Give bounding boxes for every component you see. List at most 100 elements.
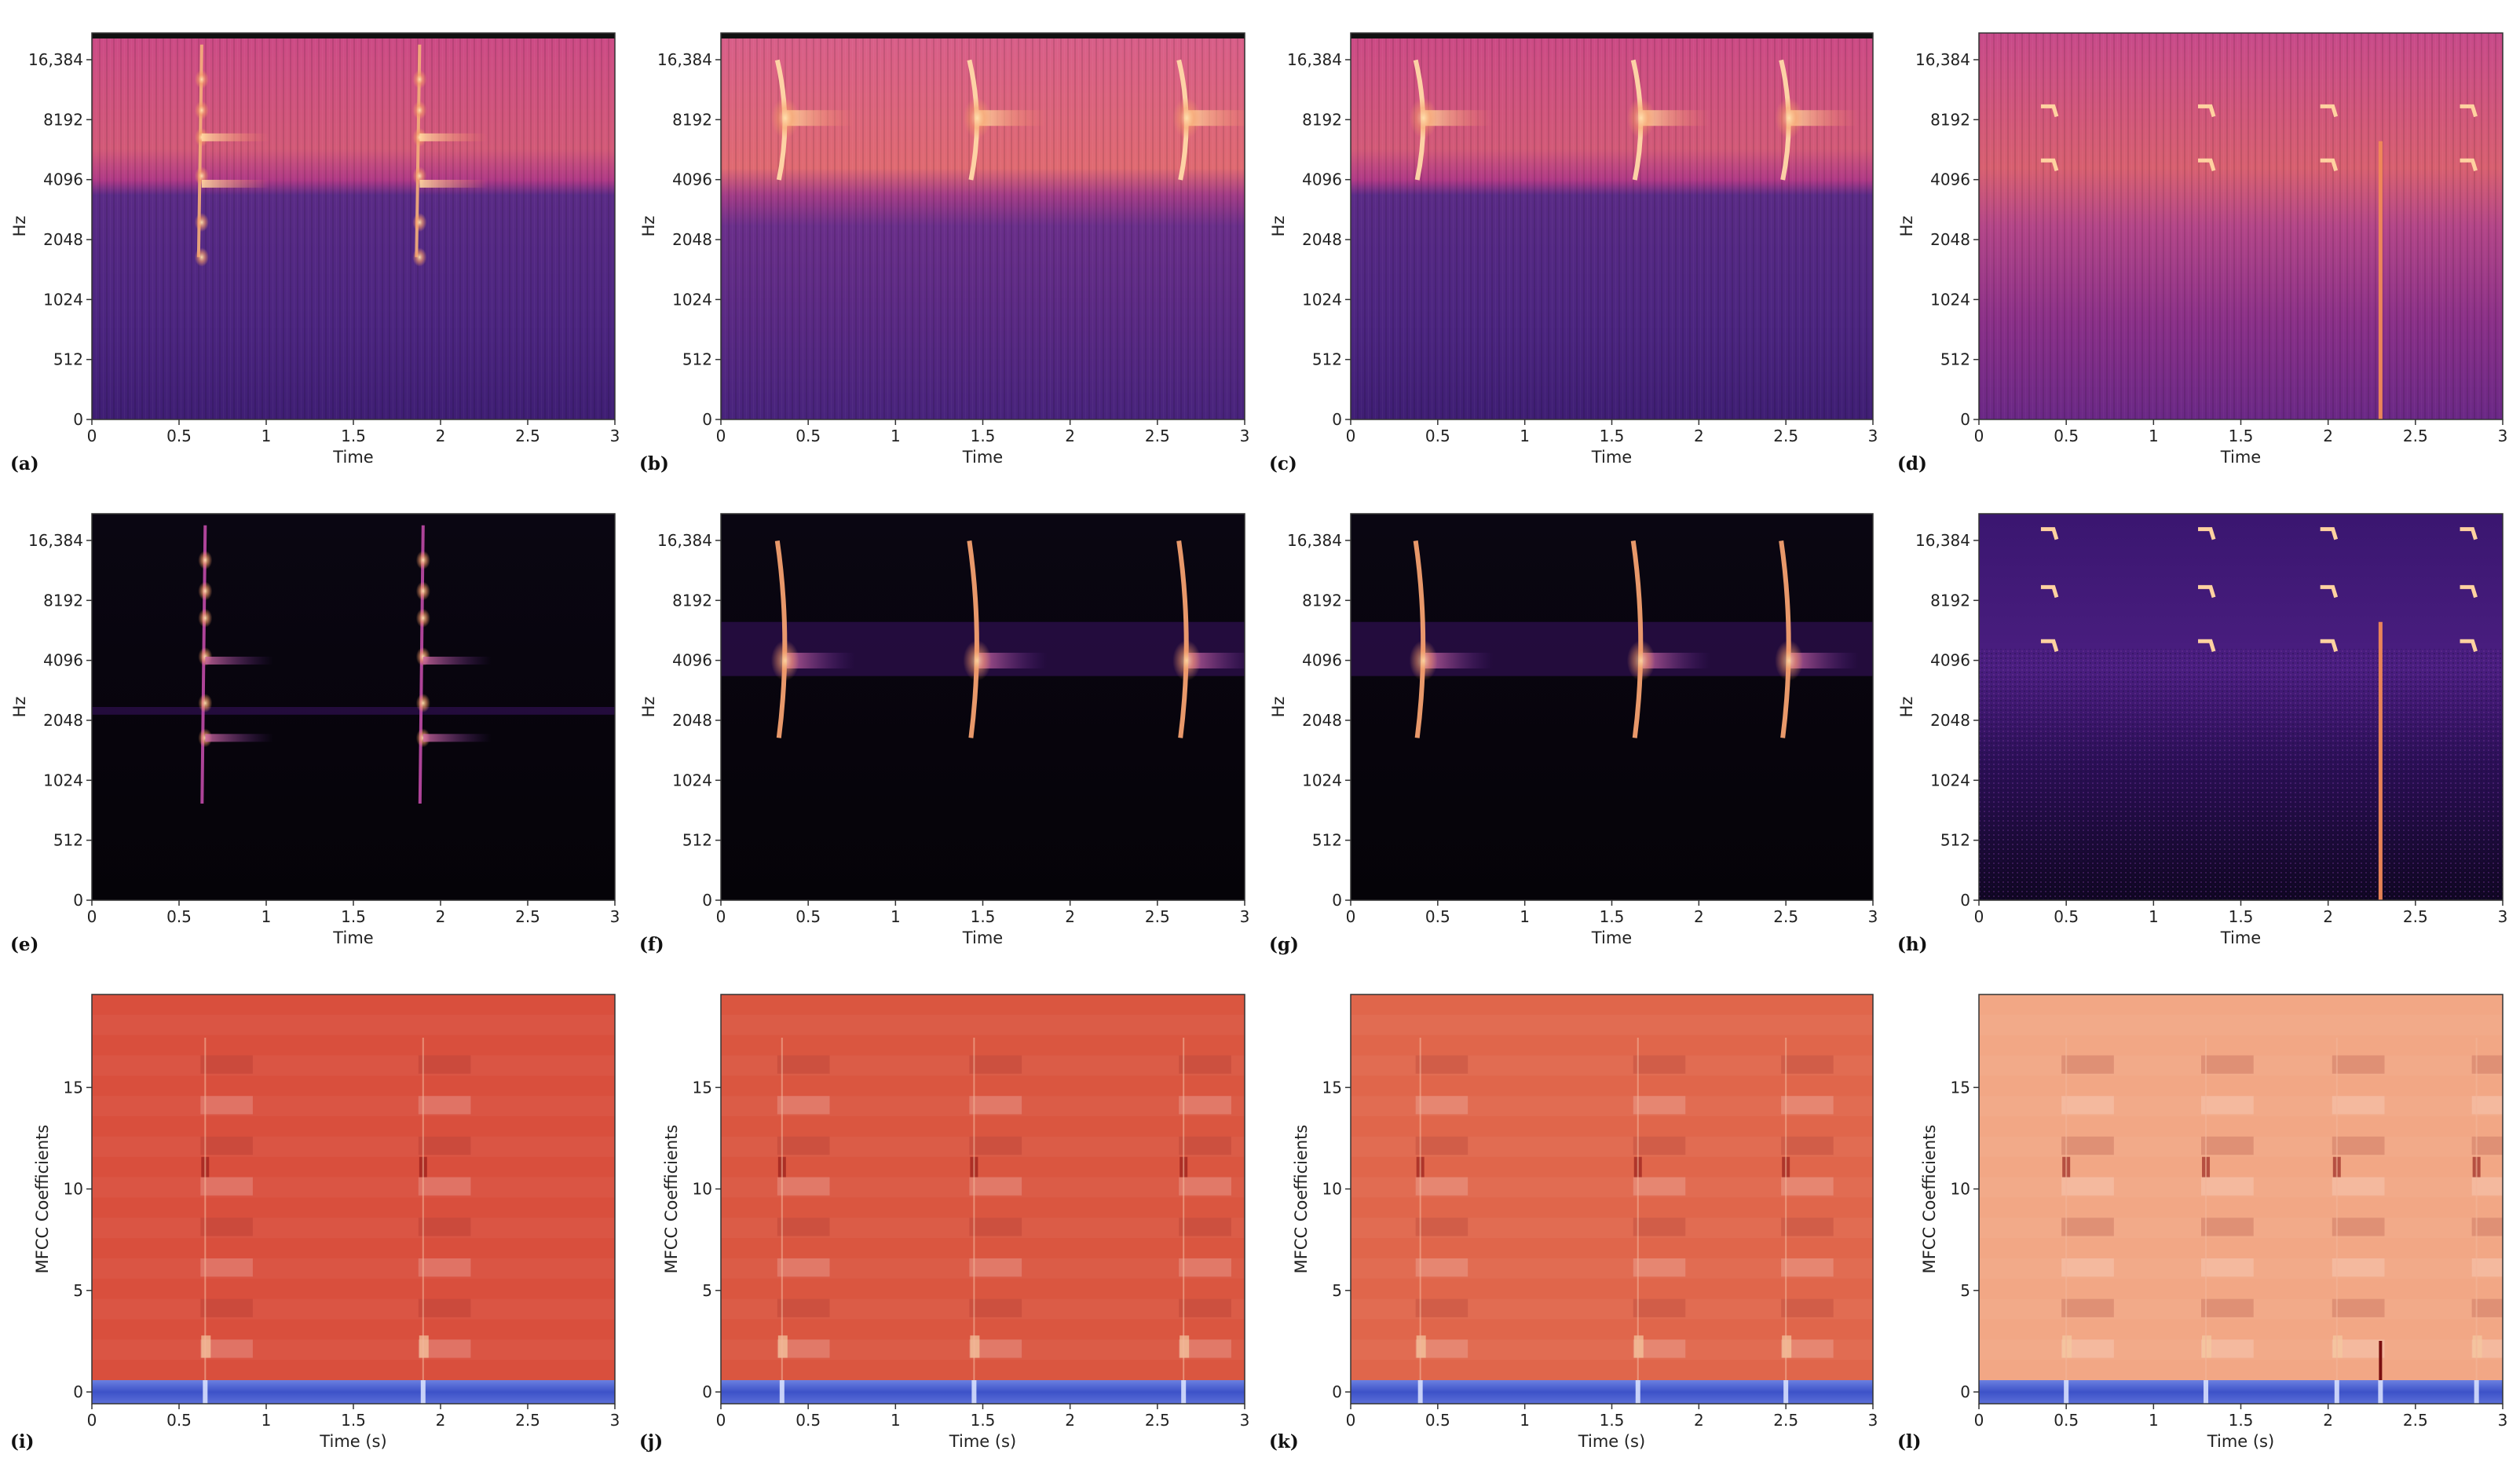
zero-strip-mark bbox=[1635, 1380, 1640, 1404]
x-axis-label: Time (s) bbox=[949, 1432, 1016, 1451]
coefficient-patch bbox=[200, 1339, 253, 1358]
x-tick-label: 0 bbox=[1974, 1411, 1984, 1430]
coefficient-patch bbox=[2332, 1177, 2385, 1196]
x-tick-label: 0.5 bbox=[166, 1411, 192, 1430]
panel-label: (g) bbox=[1269, 934, 1299, 955]
x-tick-label: 3 bbox=[610, 907, 620, 926]
y-tick-label: 5 bbox=[73, 1281, 83, 1300]
swoop-glow bbox=[1409, 97, 1438, 139]
call-event bbox=[1775, 540, 1859, 738]
x-tick-label: 1 bbox=[262, 427, 272, 445]
coefficient-patch bbox=[1179, 1055, 1231, 1074]
coefficient-patch bbox=[418, 1218, 471, 1236]
y-tick-label: 15 bbox=[693, 1078, 712, 1097]
coefficient-patch bbox=[2201, 1177, 2254, 1196]
x-tick-label: 0.5 bbox=[796, 427, 821, 445]
panel-label: (h) bbox=[1897, 934, 1928, 955]
y-tick-label: 16,384 bbox=[657, 531, 712, 550]
mfcc-event bbox=[200, 1038, 253, 1380]
panel-label: (f) bbox=[639, 934, 664, 955]
x-tick-label: 3 bbox=[1868, 907, 1878, 926]
coefficient-patch bbox=[1179, 1339, 1231, 1358]
coefficient-patch bbox=[1633, 1136, 1686, 1156]
x-tick-label: 2 bbox=[1065, 1411, 1075, 1430]
y-tick-label: 4096 bbox=[1302, 170, 1342, 189]
coefficient-patch bbox=[200, 1177, 253, 1196]
coefficient-patch bbox=[969, 1218, 1022, 1236]
coefficient-patch bbox=[1415, 1258, 1468, 1277]
x-tick-label: 3 bbox=[2498, 907, 2508, 926]
swoop-glow bbox=[1626, 97, 1655, 139]
harmonic-blob bbox=[194, 247, 209, 267]
call-event bbox=[2320, 527, 2339, 653]
x-tick-label: 0.5 bbox=[166, 427, 192, 445]
coefficient-patch bbox=[2471, 1136, 2503, 1156]
call-event bbox=[770, 59, 855, 181]
x-tick-label: 0 bbox=[716, 1411, 726, 1430]
y-tick-label: 512 bbox=[1312, 831, 1342, 850]
y-tick-label: 16,384 bbox=[1287, 50, 1342, 69]
coefficient-band bbox=[92, 1218, 615, 1239]
y-axis-label: MFCC Coefficients bbox=[33, 1125, 52, 1274]
noise-texture bbox=[92, 33, 615, 419]
swoop-glow bbox=[1626, 639, 1655, 681]
coefficient-patch bbox=[969, 1339, 1022, 1358]
coefficient-band bbox=[92, 1055, 615, 1076]
x-tick-label: 2 bbox=[436, 907, 446, 926]
note-mark bbox=[2460, 639, 2478, 653]
y-tick-label: 0 bbox=[1960, 891, 1970, 910]
y-axis-label: Hz bbox=[1269, 697, 1288, 718]
coefficient-patch bbox=[777, 1096, 830, 1115]
coefficient-patch bbox=[2061, 1177, 2114, 1196]
swoop-glow bbox=[1172, 97, 1201, 139]
coefficient-patch bbox=[2471, 1177, 2503, 1196]
mfcc-event bbox=[777, 1038, 830, 1380]
coefficient-patch bbox=[1415, 1055, 1468, 1074]
coefficient-patch bbox=[2201, 1298, 2254, 1317]
harmonic-blob bbox=[415, 551, 430, 570]
swoop-glow bbox=[1775, 639, 1804, 681]
coefficient-patch bbox=[1179, 1177, 1231, 1196]
coefficient-patch bbox=[969, 1298, 1022, 1317]
heatmap-area bbox=[721, 33, 1245, 419]
heatmap-area bbox=[1351, 514, 1873, 900]
y-tick-label: 512 bbox=[682, 350, 712, 369]
y-tick-label: 0 bbox=[1332, 891, 1342, 910]
coefficient-patch bbox=[418, 1258, 471, 1277]
y-tick-label: 15 bbox=[1322, 1078, 1342, 1097]
coefficient-patch bbox=[1415, 1177, 1468, 1196]
x-tick-label: 2.5 bbox=[2403, 1411, 2428, 1430]
coefficient-band bbox=[721, 1014, 1245, 1035]
panel-label: (e) bbox=[10, 934, 38, 955]
zero-strip-mark bbox=[1181, 1380, 1187, 1404]
y-tick-label: 1024 bbox=[1930, 290, 1970, 309]
coefficient-patch bbox=[418, 1177, 471, 1196]
panel-label: (k) bbox=[1269, 1431, 1299, 1452]
coefficient-band bbox=[92, 1096, 615, 1117]
coefficient-patch bbox=[2332, 1218, 2385, 1236]
x-tick-label: 1.5 bbox=[341, 427, 366, 445]
harmonic-blob bbox=[412, 247, 427, 267]
zero-strip-mark bbox=[779, 1380, 785, 1404]
coefficient-zero-strip bbox=[1351, 1380, 1873, 1404]
coefficient-patch bbox=[2201, 1339, 2254, 1358]
coefficient-zero-strip bbox=[92, 1380, 615, 1404]
coefficient-band bbox=[92, 1298, 615, 1320]
x-tick-label: 0 bbox=[87, 907, 97, 926]
note-mark bbox=[2040, 104, 2059, 118]
panel-f: 0 0.5 1 1.5 2 2.5 3 Time 0 512 1024 2048 4096 8192 16,… bbox=[639, 513, 1249, 955]
coefficient-patch bbox=[2201, 1258, 2254, 1277]
harmonic-blob bbox=[412, 213, 427, 233]
coefficient-band bbox=[92, 1177, 615, 1198]
x-tick-label: 1.5 bbox=[1600, 1411, 1625, 1430]
coefficient-patch bbox=[1781, 1339, 1834, 1358]
coefficient-patch bbox=[2332, 1298, 2385, 1317]
panel-d: 0 0.5 1 1.5 2 2.5 3 Time 0 512 1024 2048 4096 8192 16,… bbox=[1897, 32, 2507, 474]
y-tick-label: 1024 bbox=[672, 290, 712, 309]
y-tick-label: 4096 bbox=[1930, 170, 1970, 189]
x-axis-label: Time bbox=[962, 448, 1003, 467]
coefficient-patch bbox=[200, 1258, 253, 1277]
coefficient-patch bbox=[2332, 1258, 2385, 1277]
x-tick-label: 2 bbox=[436, 427, 446, 445]
coefficient-zero-strip bbox=[721, 1380, 1245, 1404]
